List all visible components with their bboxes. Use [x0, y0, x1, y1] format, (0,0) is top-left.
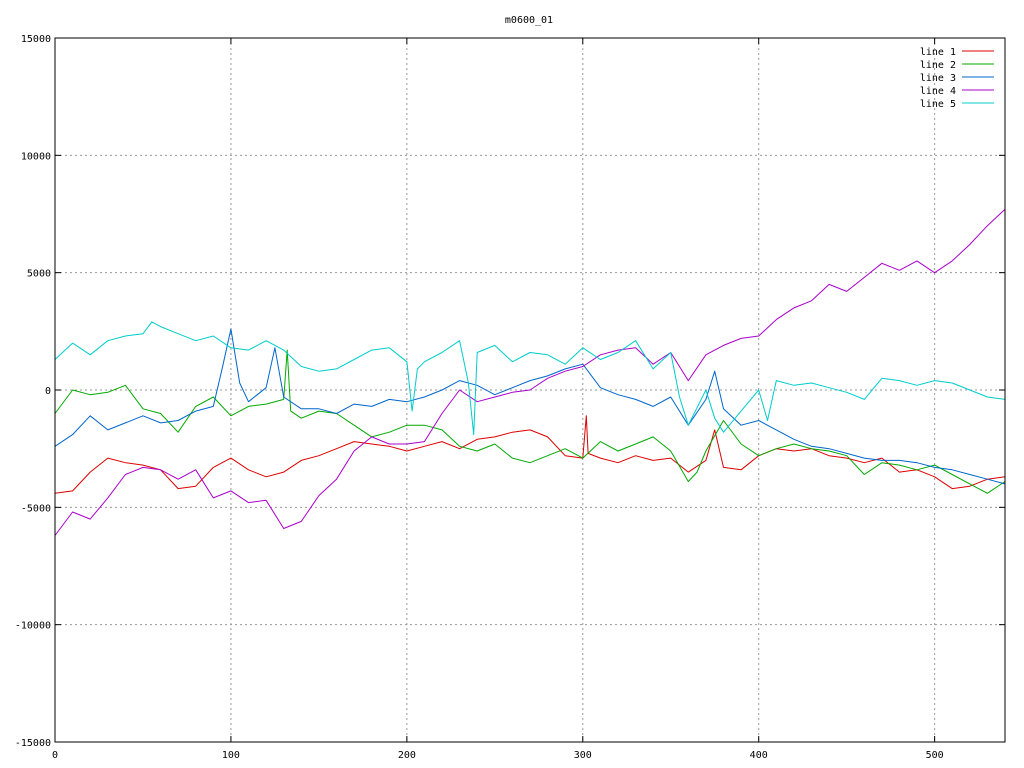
series-line-2: [54, 349, 1006, 494]
series-lines: [54, 208, 1006, 536]
x-axis-ticks: 0 100 200 300 400 500: [52, 38, 944, 761]
x-tick-label: 400: [750, 750, 768, 761]
series-line-5: [54, 321, 1006, 436]
series-line-1: [54, 415, 1006, 494]
y-tick-label: -10000: [15, 621, 51, 632]
legend-label: line 3: [920, 73, 956, 84]
legend-label: line 5: [920, 99, 956, 110]
x-tick-label: 300: [574, 750, 592, 761]
y-tick-label: 10000: [21, 151, 51, 162]
legend: line 1 line 2 line 3 line 4 line 5: [920, 47, 994, 110]
chart-title: m0600_01: [505, 15, 553, 26]
legend-label: line 4: [920, 86, 956, 97]
y-tick-label: 15000: [21, 34, 51, 45]
y-tick-label: -15000: [15, 738, 51, 749]
legend-label: line 2: [920, 60, 956, 71]
x-tick-label: 0: [52, 750, 58, 761]
y-tick-label: -5000: [21, 503, 51, 514]
x-tick-label: 100: [222, 750, 240, 761]
x-tick-label: 500: [926, 750, 944, 761]
x-tick-label: 200: [398, 750, 416, 761]
series-line-4: [54, 208, 1006, 536]
y-axis-ticks: -15000 -10000 -5000 0 5000 10000 15000: [15, 34, 1005, 749]
y-tick-label: 5000: [27, 269, 51, 280]
legend-label: line 1: [920, 47, 956, 58]
series-line-3: [54, 328, 1006, 485]
y-tick-label: 0: [45, 386, 51, 397]
